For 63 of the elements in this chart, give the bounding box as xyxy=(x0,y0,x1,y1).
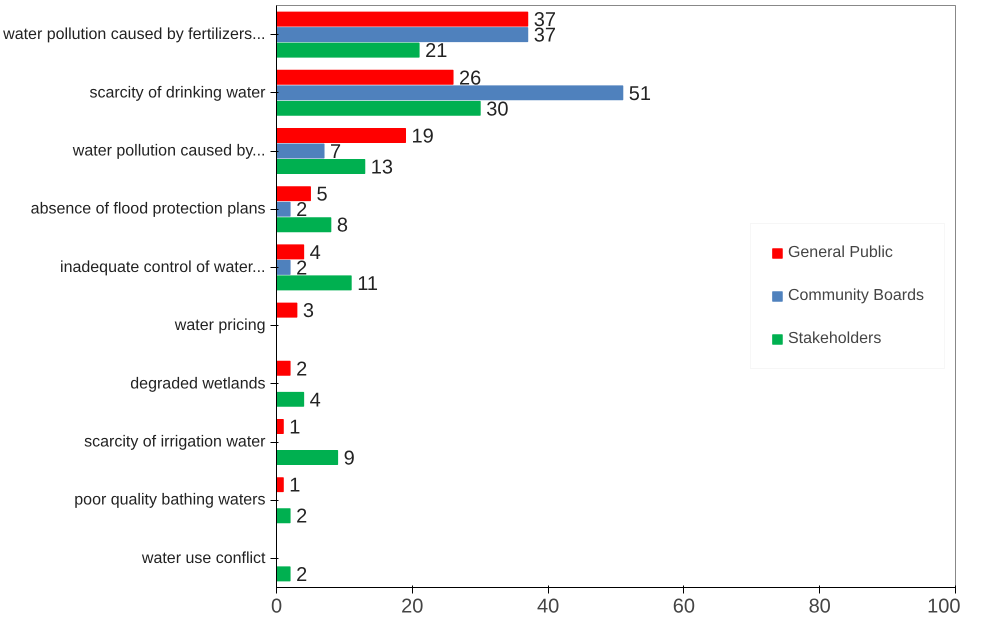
y-tick-label: absence of flood protection plans xyxy=(30,200,266,218)
data-label: 19 xyxy=(412,125,434,148)
bar xyxy=(276,275,352,290)
x-tick-label: 80 xyxy=(808,596,831,618)
bar xyxy=(276,508,291,524)
bar xyxy=(276,244,304,260)
bar xyxy=(276,477,284,492)
y-tick-label: water pricing xyxy=(174,317,266,334)
bar xyxy=(276,450,338,466)
legend-label: Stakeholders xyxy=(788,330,882,348)
data-label: 1 xyxy=(289,416,300,438)
legend-label: General Public xyxy=(788,244,893,262)
data-label: 2 xyxy=(296,506,308,528)
bar xyxy=(276,360,291,376)
bar xyxy=(276,100,481,116)
y-tick-label: scarcity of drinking water xyxy=(89,84,266,102)
data-label: 9 xyxy=(344,448,355,470)
x-tick-label: 20 xyxy=(401,596,424,618)
data-label: 4 xyxy=(310,242,321,264)
data-label: 4 xyxy=(310,389,321,412)
y-tick-label: water use conflict xyxy=(140,550,266,567)
data-label: 51 xyxy=(628,82,652,105)
y-tick-label: water pollution caused by fertilizers... xyxy=(2,26,266,44)
data-label: 11 xyxy=(357,272,378,295)
data-label: 7 xyxy=(330,141,342,163)
data-label: 21 xyxy=(425,40,448,62)
bar xyxy=(276,12,528,27)
bar xyxy=(276,186,311,202)
bar xyxy=(276,566,291,582)
y-tick-label: scarcity of irrigation water xyxy=(84,434,266,450)
y-tick-label: water pollution caused by... xyxy=(72,142,266,160)
bar xyxy=(276,159,366,174)
data-label: 13 xyxy=(370,156,394,179)
data-label: 8 xyxy=(336,214,348,237)
bar xyxy=(276,42,420,58)
bar xyxy=(276,260,291,275)
bar xyxy=(276,392,304,407)
x-tick-label: 40 xyxy=(536,596,560,618)
data-label: 2 xyxy=(296,199,308,222)
x-tick-label: 100 xyxy=(927,596,961,618)
data-label: 3 xyxy=(302,300,314,322)
bar xyxy=(276,202,291,217)
bar xyxy=(276,418,284,434)
y-tick-label: degraded wetlands xyxy=(130,375,266,392)
x-tick-label: 0 xyxy=(270,596,282,618)
data-label: 1 xyxy=(289,474,300,497)
x-tick-label: 60 xyxy=(672,596,696,618)
data-label: 30 xyxy=(486,98,508,120)
bar xyxy=(276,27,528,42)
bar xyxy=(276,85,624,100)
y-tick-label: inadequate control of water... xyxy=(60,258,266,276)
bar xyxy=(276,302,298,318)
data-label: 5 xyxy=(316,184,328,206)
bar xyxy=(276,128,406,143)
data-label: 26 xyxy=(459,67,482,90)
bar xyxy=(276,144,325,158)
y-tick-label: poor quality bathing waters xyxy=(74,492,266,509)
bar xyxy=(276,70,454,85)
data-label: 2 xyxy=(296,358,308,380)
legend-label: Community Boards xyxy=(788,287,924,305)
data-label: 2 xyxy=(296,257,308,280)
data-label: 2 xyxy=(296,564,308,586)
bar xyxy=(276,217,332,232)
